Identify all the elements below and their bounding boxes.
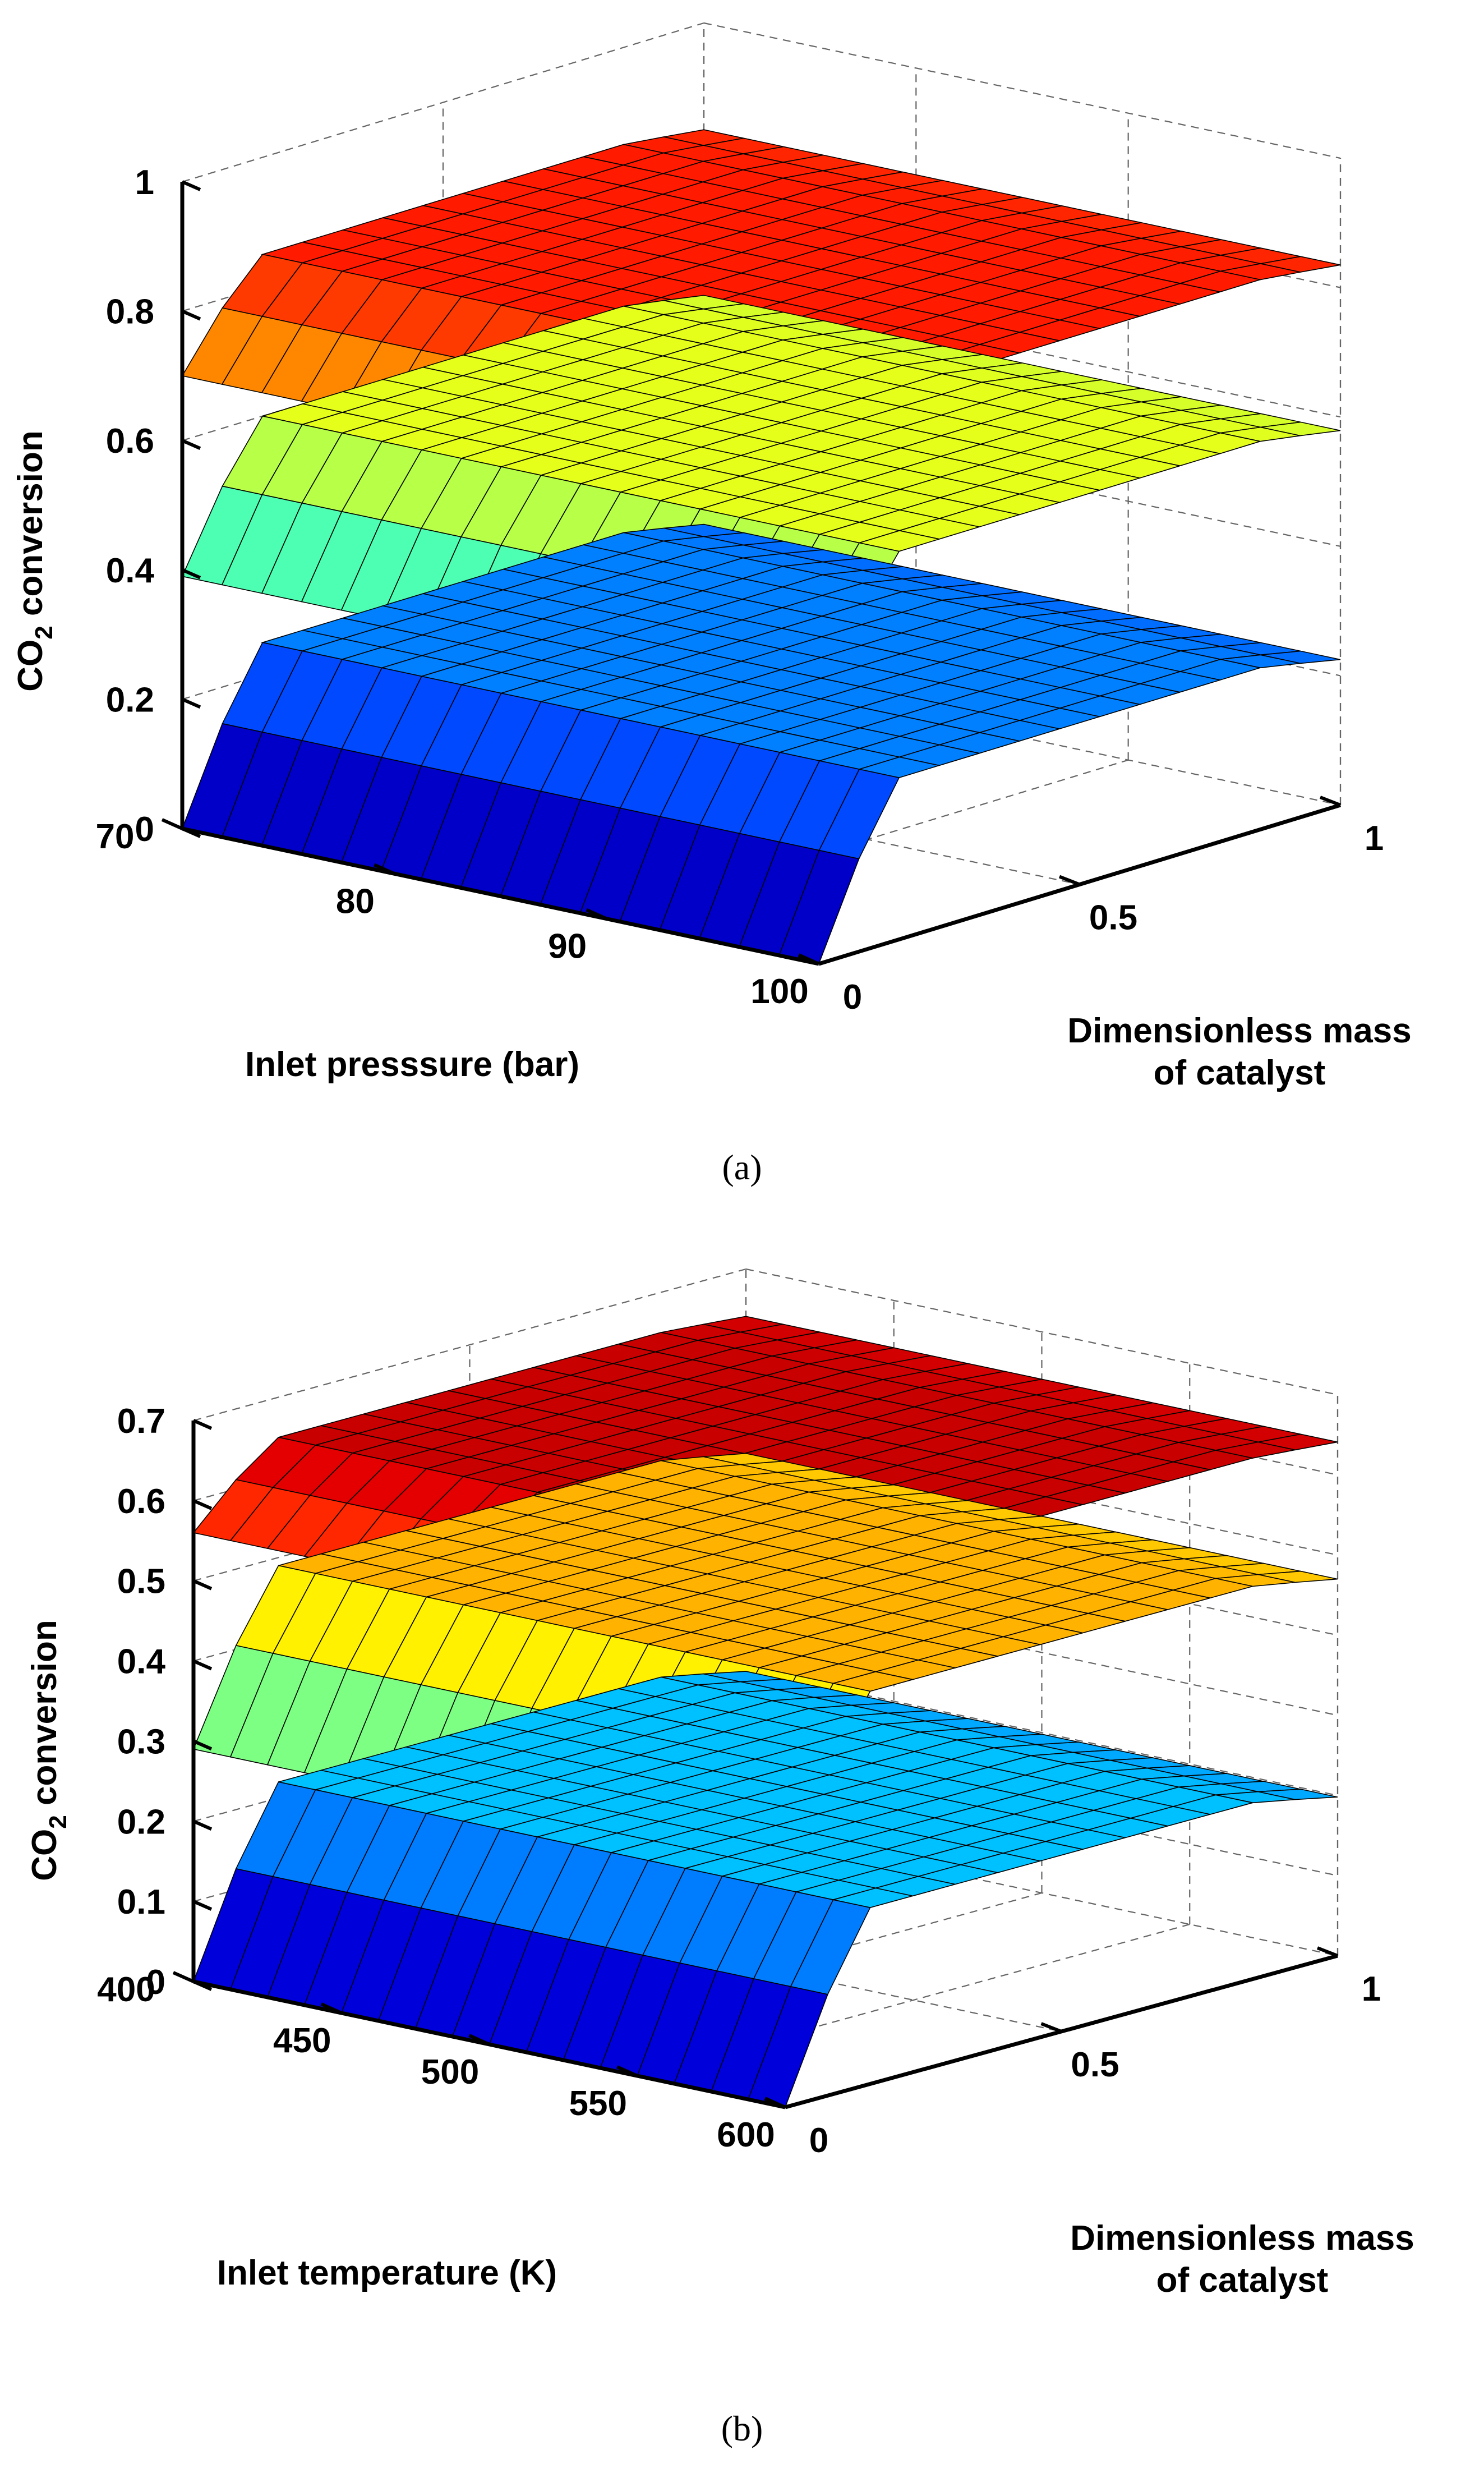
x-tick-label: 450 [273, 2021, 331, 2060]
chart-panel-b: 400 450 500 550 600 0 0.5 1 0 0.1 0.2 0.3 0.4 0.5 0.6 0… [0, 1234, 1484, 2479]
z-tick-label: 0 [146, 1963, 165, 2002]
z-tick-mark [192, 1980, 213, 1991]
y-axis-label-line: Dimensionless mass [1070, 2219, 1414, 2258]
z-tick-mark [192, 1419, 213, 1430]
x-tick-mark [320, 2002, 342, 2015]
y-axis-label: Dimensionless mass of catalyst [1067, 1012, 1411, 1092]
z-axis-label-rest: conversion [11, 430, 50, 626]
y-tick-label: 0 [809, 2121, 828, 2160]
z-tick-mark [181, 827, 201, 838]
x-tick-label: 400 [97, 1970, 155, 2009]
x-axis-label: Inlet presssure (bar) [245, 1045, 579, 1084]
y-tick-label: 0.5 [1071, 2046, 1119, 2084]
z-tick-mark [181, 568, 201, 580]
z-tick-mark [192, 1499, 213, 1510]
x-tick-label: 500 [421, 2053, 479, 2092]
y-tick-label: 1 [1362, 1970, 1381, 2008]
x-axis-line [182, 826, 819, 966]
z-tick-mark [192, 1819, 213, 1831]
z-tick-label: 0.3 [117, 1722, 165, 1761]
z-tick-label: 1 [135, 163, 154, 202]
figure-caption: (b) [721, 2409, 763, 2448]
z-tick-label: 0.8 [106, 293, 154, 332]
chart-panel-a: 70 80 90 100 0 0.5 1 0 0.2 0.4 0.6 0.8 1 Inlet presss… [0, 0, 1484, 1234]
x-tick-label: 550 [569, 2084, 627, 2123]
z-tick-mark [181, 180, 201, 191]
x-tick-label: 70 [96, 817, 135, 856]
grid-line-z-right [745, 1268, 1338, 1396]
z-tick-mark [181, 309, 201, 321]
z-axis-label-sub: 2 [30, 626, 58, 639]
x-axis-label: Inlet temperature (K) [217, 2254, 557, 2292]
y-tick-label: 0 [843, 978, 862, 1017]
y-tick-mark [1058, 875, 1081, 886]
z-tick-mark [192, 1739, 213, 1751]
z-tick-mark [192, 1659, 213, 1671]
y-tick-mark [764, 2098, 786, 2109]
x-tick-mark [374, 863, 395, 876]
surface-chart-b: 400 450 500 550 600 0 0.5 1 0 0.1 0.2 0.3 0.4 0.5 0.6 0… [25, 1268, 1414, 2448]
y-tick-mark [1316, 1946, 1339, 1957]
y-tick-label: 0.5 [1089, 899, 1137, 937]
z-axis-label-sub: 2 [44, 1815, 72, 1828]
plot-area: 400 450 500 550 600 0 0.5 1 0 0.1 0.2 0.3 0.4 0.5 0.6 0… [25, 1268, 1414, 2448]
z-tick-label: 0.2 [117, 1803, 165, 1841]
z-axis-label-rest: conversion [25, 1620, 64, 1815]
x-tick-label: 80 [336, 882, 375, 921]
z-tick-label: 0.4 [117, 1643, 166, 1681]
x-tick-mark [468, 2034, 490, 2046]
x-tick-label: 100 [750, 972, 808, 1011]
y-tick-mark [1040, 2022, 1062, 2033]
figure-caption: (a) [722, 1147, 762, 1187]
surface-low [192, 1671, 1338, 2108]
y-axis-label-line: Dimensionless mass [1067, 1012, 1411, 1050]
x-tick-mark [161, 818, 183, 830]
z-tick-label: 0.5 [117, 1562, 165, 1601]
z-tick-label: 0.4 [106, 551, 155, 590]
z-tick-mark [181, 697, 201, 709]
grid-line-z-left [182, 22, 704, 183]
z-tick-mark [192, 1579, 213, 1591]
y-axis-label-line: of catalyst [1154, 1054, 1326, 1092]
z-axis-label-base: CO [11, 640, 50, 692]
z-tick-label: 0 [135, 810, 154, 849]
z-tick-label: 0.1 [117, 1883, 165, 1922]
surface-mid [192, 1453, 1338, 1876]
x-tick-mark [586, 908, 607, 921]
y-tick-mark [1319, 796, 1342, 807]
grid-line-z-left [193, 1268, 746, 1422]
grid-line-z-right [703, 22, 1341, 159]
x-tick-mark [616, 2065, 638, 2077]
surface-low [181, 523, 1341, 964]
z-axis-label: CO2 conversion [25, 1620, 72, 1881]
x-tick-label: 90 [548, 927, 587, 966]
y-tick-mark [798, 954, 820, 966]
x-tick-label: 600 [717, 2116, 775, 2154]
surface-chart-a: 70 80 90 100 0 0.5 1 0 0.2 0.4 0.6 0.8 1 Inlet presss… [11, 22, 1412, 1187]
z-tick-label: 0.2 [106, 681, 154, 719]
plot-area: 70 80 90 100 0 0.5 1 0 0.2 0.4 0.6 0.8 1 Inlet presss… [11, 22, 1412, 1187]
z-tick-mark [181, 439, 201, 450]
y-axis-label-line: of catalyst [1156, 2261, 1329, 2300]
z-axis-label-base: CO [25, 1829, 64, 1881]
z-axis-label: CO2 conversion [11, 430, 58, 691]
z-tick-label: 0.6 [106, 422, 154, 461]
z-tick-mark [192, 1900, 213, 1911]
x-tick-mark [172, 1971, 195, 1983]
y-tick-label: 1 [1365, 819, 1384, 858]
z-tick-label: 0.7 [117, 1402, 165, 1441]
z-tick-label: 0.6 [117, 1482, 165, 1521]
y-axis-label: Dimensionless mass of catalyst [1070, 2219, 1414, 2300]
